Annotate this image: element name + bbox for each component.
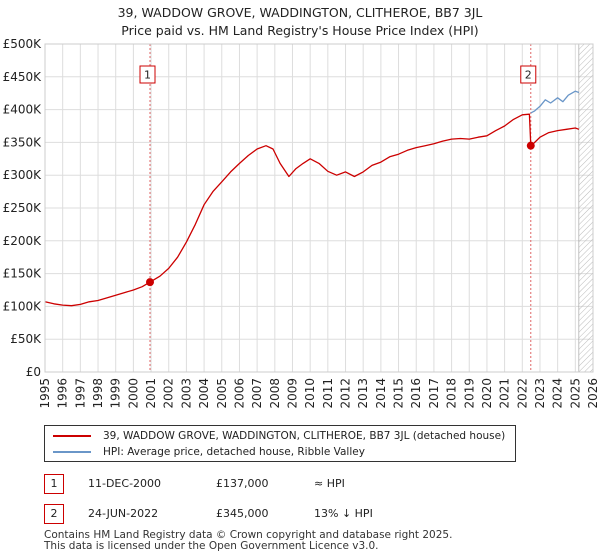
- property-price-line: [44, 113, 580, 307]
- x-tick-label: 1999: [109, 378, 123, 409]
- x-tick-label: 2000: [126, 378, 140, 409]
- sale-row: 2 24-JUN-2022 £345,000 13% ↓ HPI: [44, 504, 564, 524]
- x-tick-label: 2012: [339, 378, 353, 409]
- x-tick-label: 2007: [250, 378, 264, 409]
- future-hatch: [578, 43, 594, 373]
- x-tick-label: 2002: [162, 378, 176, 409]
- sale-point: [526, 141, 535, 150]
- x-tick-label: 1997: [73, 378, 87, 409]
- plot-frame: [44, 43, 594, 373]
- x-tick-label: 2026: [586, 378, 600, 409]
- legend-item-hpi: HPI: Average price, detached house, Ribb…: [53, 444, 365, 460]
- sale-price: £137,000: [216, 477, 269, 490]
- x-tick-label: 2004: [197, 378, 211, 409]
- sale-row: 1 11-DEC-2000 £137,000 ≈ HPI: [44, 474, 564, 494]
- sale-price: £345,000: [216, 507, 269, 520]
- chart-subtitle: Price paid vs. HM Land Registry's House …: [121, 23, 479, 38]
- x-tick-label: 2006: [232, 378, 246, 409]
- x-tick-label: 2013: [356, 378, 370, 409]
- x-tick-label: 1995: [38, 378, 52, 409]
- legend-swatch-hpi: [53, 451, 91, 453]
- sale-label-box: [139, 65, 156, 84]
- y-tick-label: £350K: [3, 135, 43, 149]
- x-tick-label: 2017: [427, 378, 441, 409]
- sale-label-box: [520, 65, 537, 84]
- footer: Contains HM Land Registry data © Crown c…: [44, 530, 452, 552]
- x-tick-label: 2008: [268, 378, 282, 409]
- y-tick-label: £450K: [3, 70, 43, 84]
- legend: 39, WADDOW GROVE, WADDINGTON, CLITHEROE,…: [44, 425, 516, 462]
- y-tick-label: £400K: [3, 103, 43, 117]
- x-tick-label: 2019: [462, 378, 476, 409]
- x-tick-label: 2009: [285, 378, 299, 409]
- sale-label: 2: [525, 69, 532, 82]
- y-tick-label: £200K: [3, 234, 43, 248]
- y-tick-label: £150K: [3, 267, 43, 281]
- sale-point: [146, 278, 155, 287]
- legend-label-property: 39, WADDOW GROVE, WADDINGTON, CLITHEROE,…: [103, 430, 506, 442]
- x-tick-label: 2024: [551, 378, 565, 409]
- sale-hpi-comparison: ≈ HPI: [314, 477, 345, 490]
- x-tick-label: 1996: [56, 378, 70, 409]
- price-chart: 1 2 £0 £50K £100K £150K £200K £250K £300K £350K £…: [3, 37, 600, 409]
- footer-licence: This data is licensed under the Open Gov…: [44, 540, 379, 552]
- x-tick-label: 2014: [374, 378, 388, 409]
- y-tick-label: £50K: [10, 332, 42, 346]
- sale-date: 11-DEC-2000: [88, 477, 162, 490]
- x-tick-label: 2022: [515, 378, 529, 409]
- chart-title-block: 39, WADDOW GROVE, WADDINGTON, CLITHEROE,…: [0, 4, 600, 40]
- sale-badge: 2: [44, 504, 64, 524]
- sale-date: 24-JUN-2022: [88, 507, 159, 520]
- hpi-line: [530, 90, 580, 114]
- x-tick-label: 2015: [392, 378, 406, 409]
- legend-item-property: 39, WADDOW GROVE, WADDINGTON, CLITHEROE,…: [53, 428, 505, 444]
- legend-label-hpi: HPI: Average price, detached house, Ribb…: [103, 446, 365, 458]
- y-tick-label: £250K: [3, 201, 43, 215]
- y-tick-label: £300K: [3, 168, 43, 182]
- sale-label: 1: [144, 69, 151, 82]
- y-tick-label: £500K: [3, 37, 43, 51]
- x-tick-label: 2011: [321, 378, 335, 409]
- footer-copyright: Contains HM Land Registry data © Crown c…: [44, 529, 453, 541]
- x-tick-label: 2010: [303, 378, 317, 409]
- sale-badge: 1: [44, 474, 64, 494]
- y-tick-label: £0: [26, 365, 41, 379]
- x-tick-label: 2025: [568, 378, 582, 409]
- legend-swatch-property: [53, 435, 91, 437]
- x-tick-label: 2020: [480, 378, 494, 409]
- x-tick-label: 2016: [409, 378, 423, 409]
- x-tick-label: 2003: [179, 378, 193, 409]
- x-tick-label: 2021: [498, 378, 512, 409]
- chart-title: 39, WADDOW GROVE, WADDINGTON, CLITHEROE,…: [117, 5, 483, 20]
- x-tick-label: 2018: [445, 378, 459, 409]
- x-tick-label: 2001: [144, 378, 158, 409]
- y-tick-label: £100K: [3, 299, 43, 313]
- x-tick-label: 2023: [533, 378, 547, 409]
- sale-hpi-comparison: 13% ↓ HPI: [314, 507, 373, 520]
- x-tick-label: 2005: [215, 378, 229, 409]
- x-tick-label: 1998: [91, 378, 105, 409]
